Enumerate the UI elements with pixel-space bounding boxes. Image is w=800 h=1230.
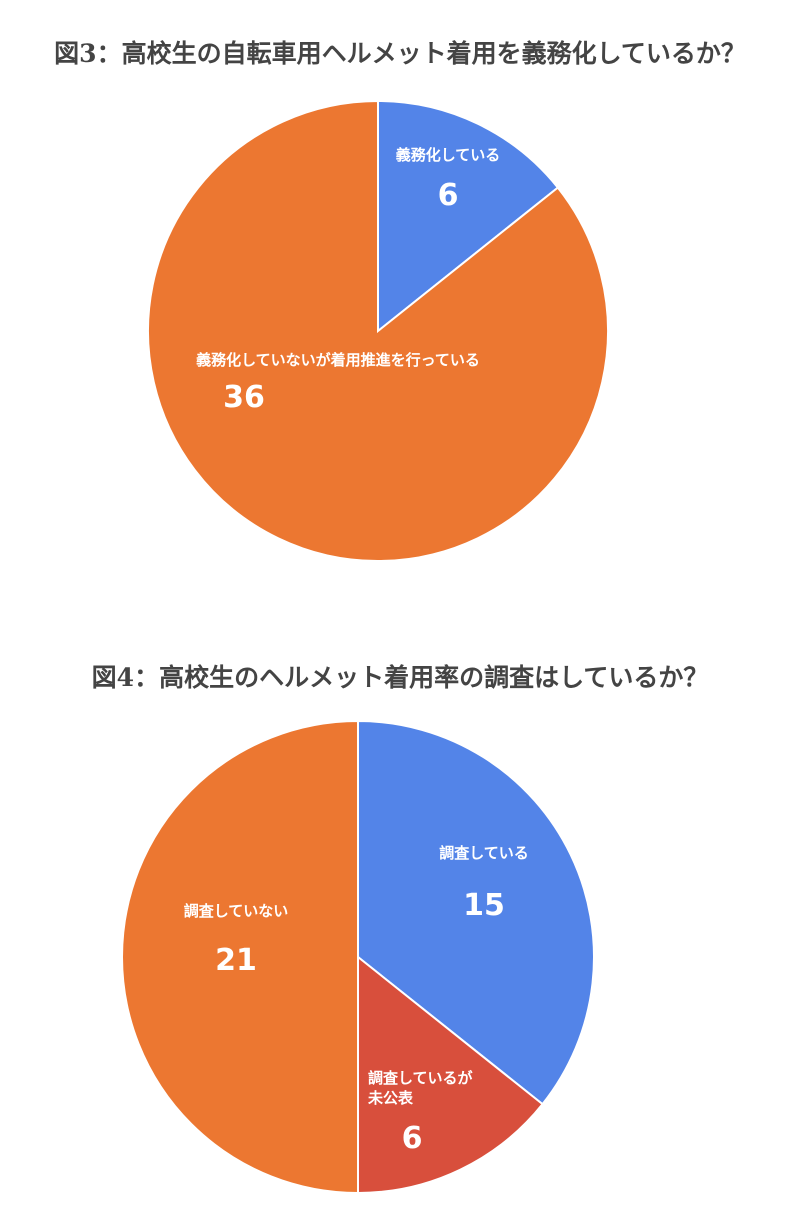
pie-slice bbox=[121, 719, 359, 1195]
slice-label: 調査しているが未公表 bbox=[367, 1069, 474, 1107]
pie-slice bbox=[147, 99, 609, 562]
chart-title: 図4：高校生のヘルメット着用率の調査はしているか？ bbox=[91, 663, 709, 692]
slice-value: 36 bbox=[223, 380, 265, 415]
chart-title: 図3：高校生の自転車用ヘルメット着用を義務化しているか？ bbox=[54, 39, 746, 68]
slice-value: 6 bbox=[402, 1121, 423, 1156]
pie-slice bbox=[357, 719, 595, 1106]
slice-label: 調査していない bbox=[184, 902, 289, 920]
slice-value: 6 bbox=[438, 178, 459, 213]
slice-label: 義務化している bbox=[396, 146, 501, 164]
slice-value: 21 bbox=[215, 943, 257, 978]
slice-label: 調査している bbox=[439, 844, 529, 862]
pie-chart: 調査している 15 調査しているが未公表 6 調査していない 21 bbox=[121, 719, 595, 1195]
pie-slice bbox=[357, 954, 544, 1195]
slice-value: 15 bbox=[463, 888, 505, 923]
pie-chart: 義務化している 6 義務化していないが着用推進を行っている 36 bbox=[147, 99, 609, 562]
pie-slice bbox=[377, 99, 560, 334]
slice-label: 義務化していないが着用推進を行っている bbox=[196, 351, 480, 369]
